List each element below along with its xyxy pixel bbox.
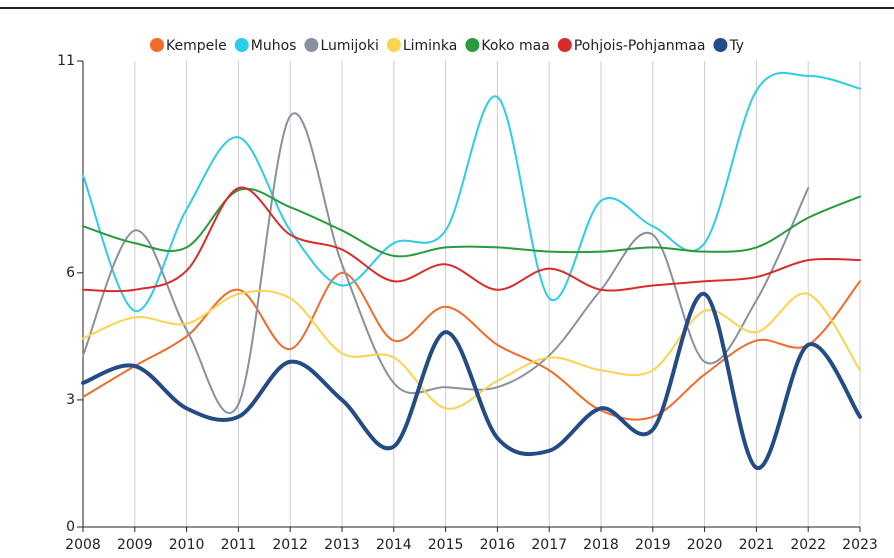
x-tick-label: 2020 xyxy=(687,537,723,553)
line-series xyxy=(82,71,861,312)
legend-label: Pohjois-Pohjanmaa xyxy=(574,38,706,54)
legend-marker xyxy=(713,38,728,52)
legend-item: Muhos xyxy=(234,38,297,54)
legend-label: Muhos xyxy=(251,38,297,54)
legend-marker xyxy=(304,38,319,52)
legend-label: Koko maa xyxy=(481,38,549,54)
legend-item: Ty xyxy=(713,38,744,54)
x-tick-label: 2015 xyxy=(428,537,464,553)
x-tick-label: 2017 xyxy=(531,537,567,553)
legend-marker xyxy=(150,38,164,52)
x-tick-label: 2021 xyxy=(739,537,775,553)
legend-item: Kempele xyxy=(150,38,227,54)
y-tick-label: 0 xyxy=(66,519,75,535)
line-series xyxy=(82,112,810,414)
y-tick-label: 11 xyxy=(57,53,75,69)
legend-item: Koko maa xyxy=(465,38,550,54)
x-tick-label: 2016 xyxy=(480,537,516,553)
x-tick-label: 2008 xyxy=(65,537,101,553)
legend-marker xyxy=(234,38,249,52)
x-tick-label: 2014 xyxy=(376,537,412,553)
x-tick-label: 2022 xyxy=(790,537,826,553)
line-series xyxy=(81,292,862,470)
line-series xyxy=(82,289,861,410)
x-tick-label: 2019 xyxy=(635,537,671,553)
legend-item: Liminka xyxy=(386,38,458,54)
legend-label: Lumijoki xyxy=(320,38,378,54)
legend-label: Liminka xyxy=(403,38,458,54)
line-series xyxy=(82,187,861,258)
x-tick-label: 2011 xyxy=(221,537,257,553)
y-tick-label: 6 xyxy=(66,265,75,281)
legend-marker xyxy=(386,38,401,52)
legend-label: Kempele xyxy=(166,38,227,54)
x-tick-label: 2010 xyxy=(169,537,205,553)
x-tick-label: 2013 xyxy=(324,537,360,553)
x-tick-label: 2023 xyxy=(842,537,878,553)
legend-item: Lumijoki xyxy=(304,38,379,54)
y-tick-label: 3 xyxy=(66,392,75,408)
x-tick-label: 2012 xyxy=(272,537,308,553)
line-series xyxy=(82,186,861,293)
legend-item: Pohjois-Pohjanmaa xyxy=(557,38,706,54)
legend-label: Ty xyxy=(728,38,744,54)
legend-marker xyxy=(557,38,572,52)
x-tick-label: 2009 xyxy=(117,537,153,553)
x-tick-label: 2018 xyxy=(583,537,619,553)
line-series xyxy=(82,271,861,421)
legend-marker xyxy=(465,38,480,52)
